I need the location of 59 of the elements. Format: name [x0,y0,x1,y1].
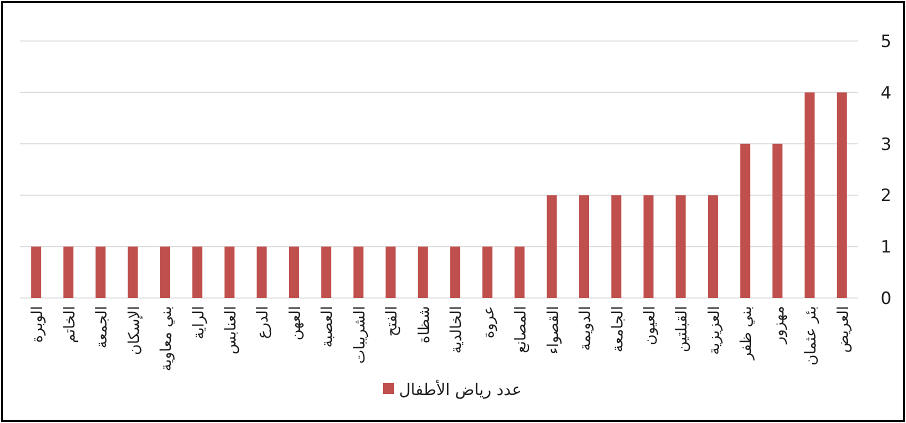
y-tick-label: 1 [880,238,892,258]
x-tick-label: المصانع [512,306,530,354]
bar [708,195,718,298]
bar [836,92,847,298]
x-tick-label: بئر عثمان [802,306,820,366]
bar [804,92,815,298]
x-tick-label: الشريبات [350,306,368,364]
legend-label: عدد رياض الأطفال [399,379,522,399]
x-tick-label: بني معاوية [157,306,176,372]
bar [256,246,267,298]
x-tick-label: الفتح [382,306,401,337]
bar [386,246,396,298]
bar [63,246,74,298]
x-tick-label: الدرع [254,306,272,339]
bar [450,246,460,298]
x-tick-label: بني ظفر [737,306,756,361]
bar [546,195,557,298]
bar [611,195,622,298]
x-tick-label: العريض [834,306,852,353]
x-tick-label: العيون [640,306,658,346]
x-tick-label: القصواء [544,306,562,354]
x-tick-label: الدويمة [576,306,594,351]
bar [224,246,234,298]
y-tick-label: 0 [880,289,892,309]
x-tick-label: الخاتم [60,306,78,344]
bar [676,195,686,298]
x-tick-label: الراية [189,306,208,340]
y-tick-label: 5 [880,32,892,52]
bar [31,246,42,298]
y-tick-label: 2 [880,186,892,206]
x-tick-label: العصبة [318,306,336,348]
x-tick-label: القبلتين [672,306,691,352]
x-tick-label: شظاة [414,306,433,344]
bar [482,246,492,298]
y-tick-label: 3 [880,134,892,155]
y-tick-label: 4 [880,83,892,104]
x-tick-label: الإسكان [124,306,143,356]
bar [96,246,106,298]
bar [740,144,750,298]
x-tick-label: العنابس [222,306,240,354]
bar [192,246,202,298]
x-tick-label: العهن [286,306,304,340]
x-tick-label: عروة [479,306,498,338]
x-tick-label: الجمعة [92,306,111,348]
x-tick-label: الجامعة [608,306,626,352]
x-tick-label: الوبرة [28,306,46,343]
bar [772,144,782,298]
x-tick-label: مهزور [769,306,788,345]
bar [418,246,428,298]
x-tick-label: العزيزية [704,306,723,355]
bar [514,246,525,298]
bar [579,195,590,298]
x-tick-label: الخالدية [447,306,466,354]
bar [644,195,654,298]
bar [353,246,364,298]
bar [288,246,299,298]
bar [160,246,170,298]
bar [128,246,138,298]
bar [321,246,332,298]
